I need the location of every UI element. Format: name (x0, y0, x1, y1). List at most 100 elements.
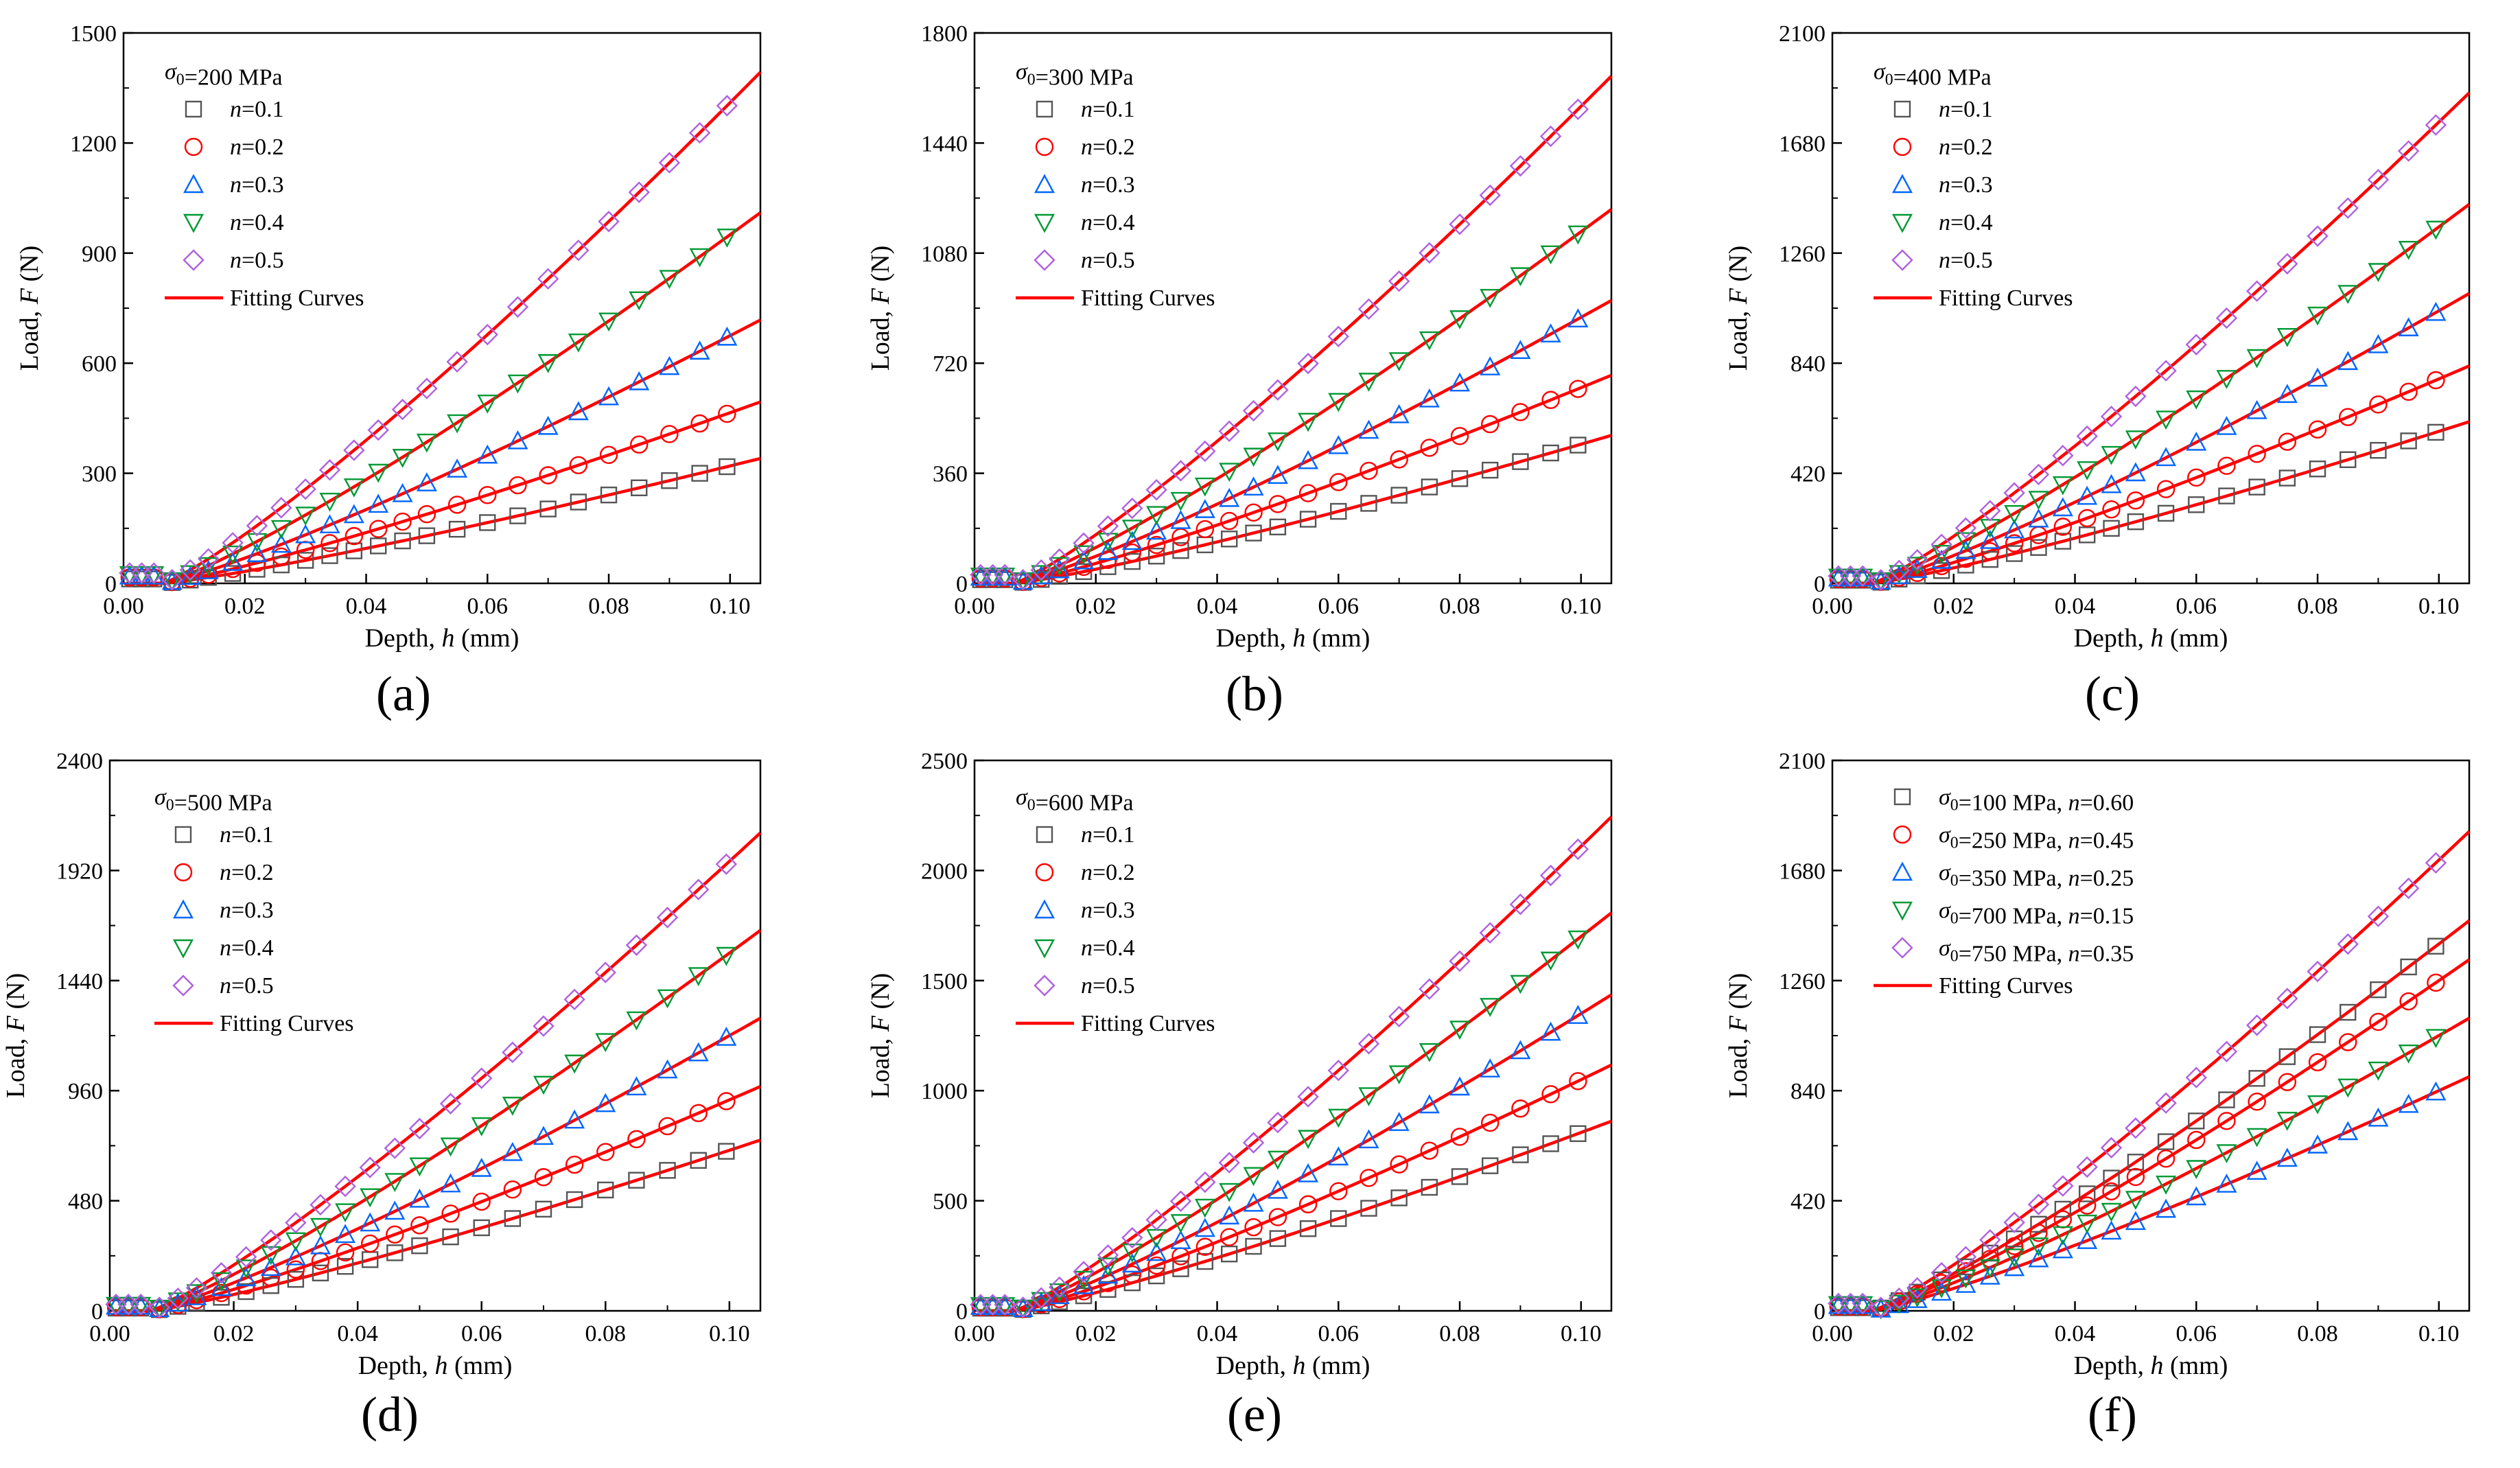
legend-marker (185, 215, 202, 231)
y-tick-label: 0 (956, 572, 968, 597)
x-tick-label: 0.00 (1812, 594, 1853, 619)
legend-fit-label: Fitting Curves (1081, 1011, 1215, 1036)
legend-label: n=0.2 (230, 135, 284, 160)
y-tick-label: 420 (1790, 1189, 1825, 1215)
y-tick-label: 1680 (1779, 131, 1825, 156)
legend-label: n=0.1 (1081, 97, 1135, 122)
legend-title: σ0=500 MPa (154, 784, 272, 816)
legend-label: n=0.2 (220, 860, 274, 885)
legend-marker (176, 827, 191, 842)
plot-frame (1832, 760, 2469, 1311)
fitting-curve (977, 1121, 1611, 1311)
y-tick-label: 420 (1790, 462, 1825, 487)
fitting-curve (113, 1018, 761, 1311)
x-tick-label: 0.00 (103, 594, 144, 619)
legend-label: n=0.1 (220, 822, 274, 848)
fitting-curve (977, 301, 1611, 583)
legend-label: n=0.2 (1081, 135, 1135, 160)
fitting-curve (1835, 1077, 2469, 1311)
x-tick-label: 0.00 (954, 594, 995, 619)
legend-marker (1893, 938, 1912, 957)
legend-marker (1035, 976, 1054, 995)
y-tick-label: 0 (1814, 572, 1825, 597)
y-axis-label: Load, F (N) (866, 246, 895, 371)
x-tick-label: 0.08 (588, 594, 629, 619)
legend-label: n=0.4 (220, 935, 274, 961)
legend-marker (1893, 176, 1911, 192)
x-axis-label: Depth, h (mm) (1216, 624, 1370, 653)
legend-marker (175, 864, 191, 881)
fitting-curve (1835, 959, 2469, 1311)
fitting-curve (977, 817, 1611, 1311)
y-axis-label: Load, F (N) (1, 973, 30, 1099)
x-tick-label: 0.00 (89, 1321, 130, 1347)
x-tick-label: 0.00 (1812, 1321, 1853, 1347)
x-tick-label: 0.08 (1439, 594, 1480, 619)
chart-panel-5: 0.00 0.02 0.04 0.06 0.08 0.100500100015002000… (866, 749, 1611, 1442)
legend-label: n=0.4 (1081, 935, 1135, 961)
legend-marker (1895, 789, 1910, 804)
legend-marker (1036, 901, 1053, 918)
y-tick-label: 1500 (70, 21, 117, 47)
legend-label: n=0.5 (220, 973, 274, 999)
legend-label: n=0.5 (1939, 248, 1993, 273)
legend-marker (174, 901, 192, 918)
x-tick-label: 0.02 (224, 594, 266, 619)
x-tick-label: 0.10 (710, 594, 751, 619)
legend-label: n=0.3 (1081, 172, 1135, 198)
legend-marker (184, 251, 203, 270)
x-axis-label: Depth, h (mm) (1216, 1351, 1370, 1380)
panel-letter: (c) (2085, 666, 2140, 721)
x-tick-label: 0.06 (461, 1321, 502, 1347)
y-tick-label: 720 (933, 351, 968, 377)
plot-frame (975, 760, 1611, 1311)
plot-frame (124, 33, 760, 583)
y-tick-label: 2100 (1779, 749, 1825, 774)
y-tick-label: 1000 (921, 1079, 968, 1104)
y-tick-label: 1260 (1779, 969, 1825, 994)
fitting-curve (126, 458, 760, 583)
y-tick-label: 0 (105, 572, 117, 597)
x-tick-label: 0.08 (2297, 1321, 2338, 1347)
legend-label: n=0.4 (230, 210, 284, 235)
y-tick-label: 2400 (56, 749, 103, 774)
y-tick-label: 1440 (921, 131, 968, 156)
fitting-curve (126, 72, 760, 583)
fitting-curve (113, 931, 761, 1311)
legend-title: σ0=400 MPa (1874, 59, 1992, 91)
legend-marker (1035, 251, 1054, 270)
x-tick-label: 0.10 (2418, 594, 2460, 619)
legend-title: σ0=600 MPa (1016, 784, 1134, 816)
panel-letter: (e) (1227, 1387, 1282, 1442)
fitting-curve (126, 320, 760, 583)
x-tick-label: 0.06 (1318, 1321, 1360, 1347)
x-tick-label: 0.08 (1439, 1321, 1480, 1347)
x-tick-label: 0.02 (1933, 594, 1974, 619)
legend-label: n=0.3 (230, 172, 284, 198)
y-tick-label: 0 (956, 1299, 968, 1325)
y-axis-label: Load, F (N) (1724, 973, 1753, 1099)
x-tick-label: 0.04 (2055, 594, 2096, 619)
plot-frame (975, 33, 1611, 583)
y-tick-label: 480 (68, 1189, 103, 1215)
legend-label: n=0.2 (1939, 135, 1993, 160)
y-tick-label: 1080 (921, 242, 968, 267)
x-axis-label: Depth, h (mm) (2074, 624, 2228, 653)
legend-fit-label: Fitting Curves (220, 1011, 354, 1036)
y-tick-label: 1920 (56, 859, 103, 884)
legend-title: σ0=200 MPa (165, 59, 283, 91)
legend-fit-label: Fitting Curves (1081, 286, 1215, 311)
x-tick-label: 0.04 (1197, 594, 1238, 619)
fitting-curve (126, 213, 760, 583)
fitting-curve (113, 1086, 761, 1311)
y-tick-label: 2500 (921, 749, 968, 774)
legend-marker (1894, 139, 1911, 155)
x-tick-label: 0.04 (1197, 1321, 1238, 1347)
fitting-curve (1835, 93, 2469, 583)
legend-fit-label: Fitting Curves (1939, 286, 2073, 311)
legend-label: n=0.5 (1081, 248, 1135, 273)
panel-letter: (d) (361, 1387, 419, 1442)
fitting-curve (977, 76, 1611, 583)
legend-fit-label: Fitting Curves (230, 286, 364, 311)
legend-label: n=0.5 (230, 248, 284, 273)
